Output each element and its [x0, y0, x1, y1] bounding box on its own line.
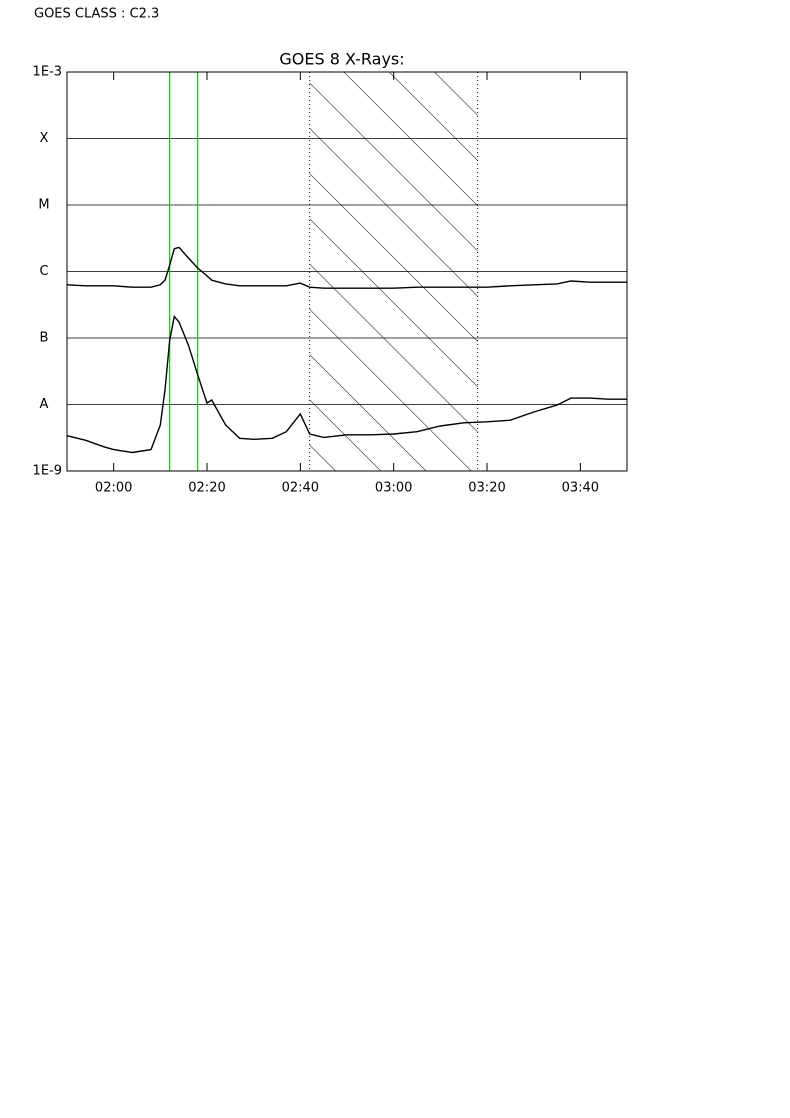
- y-tick-label: C: [39, 264, 48, 279]
- x-tick-label: 02:20: [188, 481, 225, 496]
- series-line: [66, 246, 627, 289]
- series-line: [66, 315, 627, 454]
- x-tick-label: 03:20: [468, 481, 505, 496]
- y-tick-label: A: [40, 397, 49, 412]
- y-tick-label: 1E-3: [33, 65, 62, 80]
- y-tick-label: X: [40, 131, 49, 146]
- y-tick-label: 1E-9: [33, 464, 62, 479]
- goes-class: GOES CLASS : C2.3: [34, 7, 159, 22]
- chart-title: GOES 8 X-Rays:: [279, 50, 404, 69]
- x-tick-label: 03:00: [375, 481, 412, 496]
- plot-frame: [66, 71, 628, 472]
- x-tick-label: 03:40: [562, 481, 599, 496]
- plot: 1E-9 A B C M X 1E-3 02:00 02:20 02:40 03:00 03:20 03…: [33, 65, 628, 496]
- x-tick-label: 02:40: [282, 481, 319, 496]
- y-tick-label: B: [40, 331, 49, 346]
- x-tick-label: 02:00: [95, 481, 132, 496]
- y-tick-label: M: [38, 198, 49, 213]
